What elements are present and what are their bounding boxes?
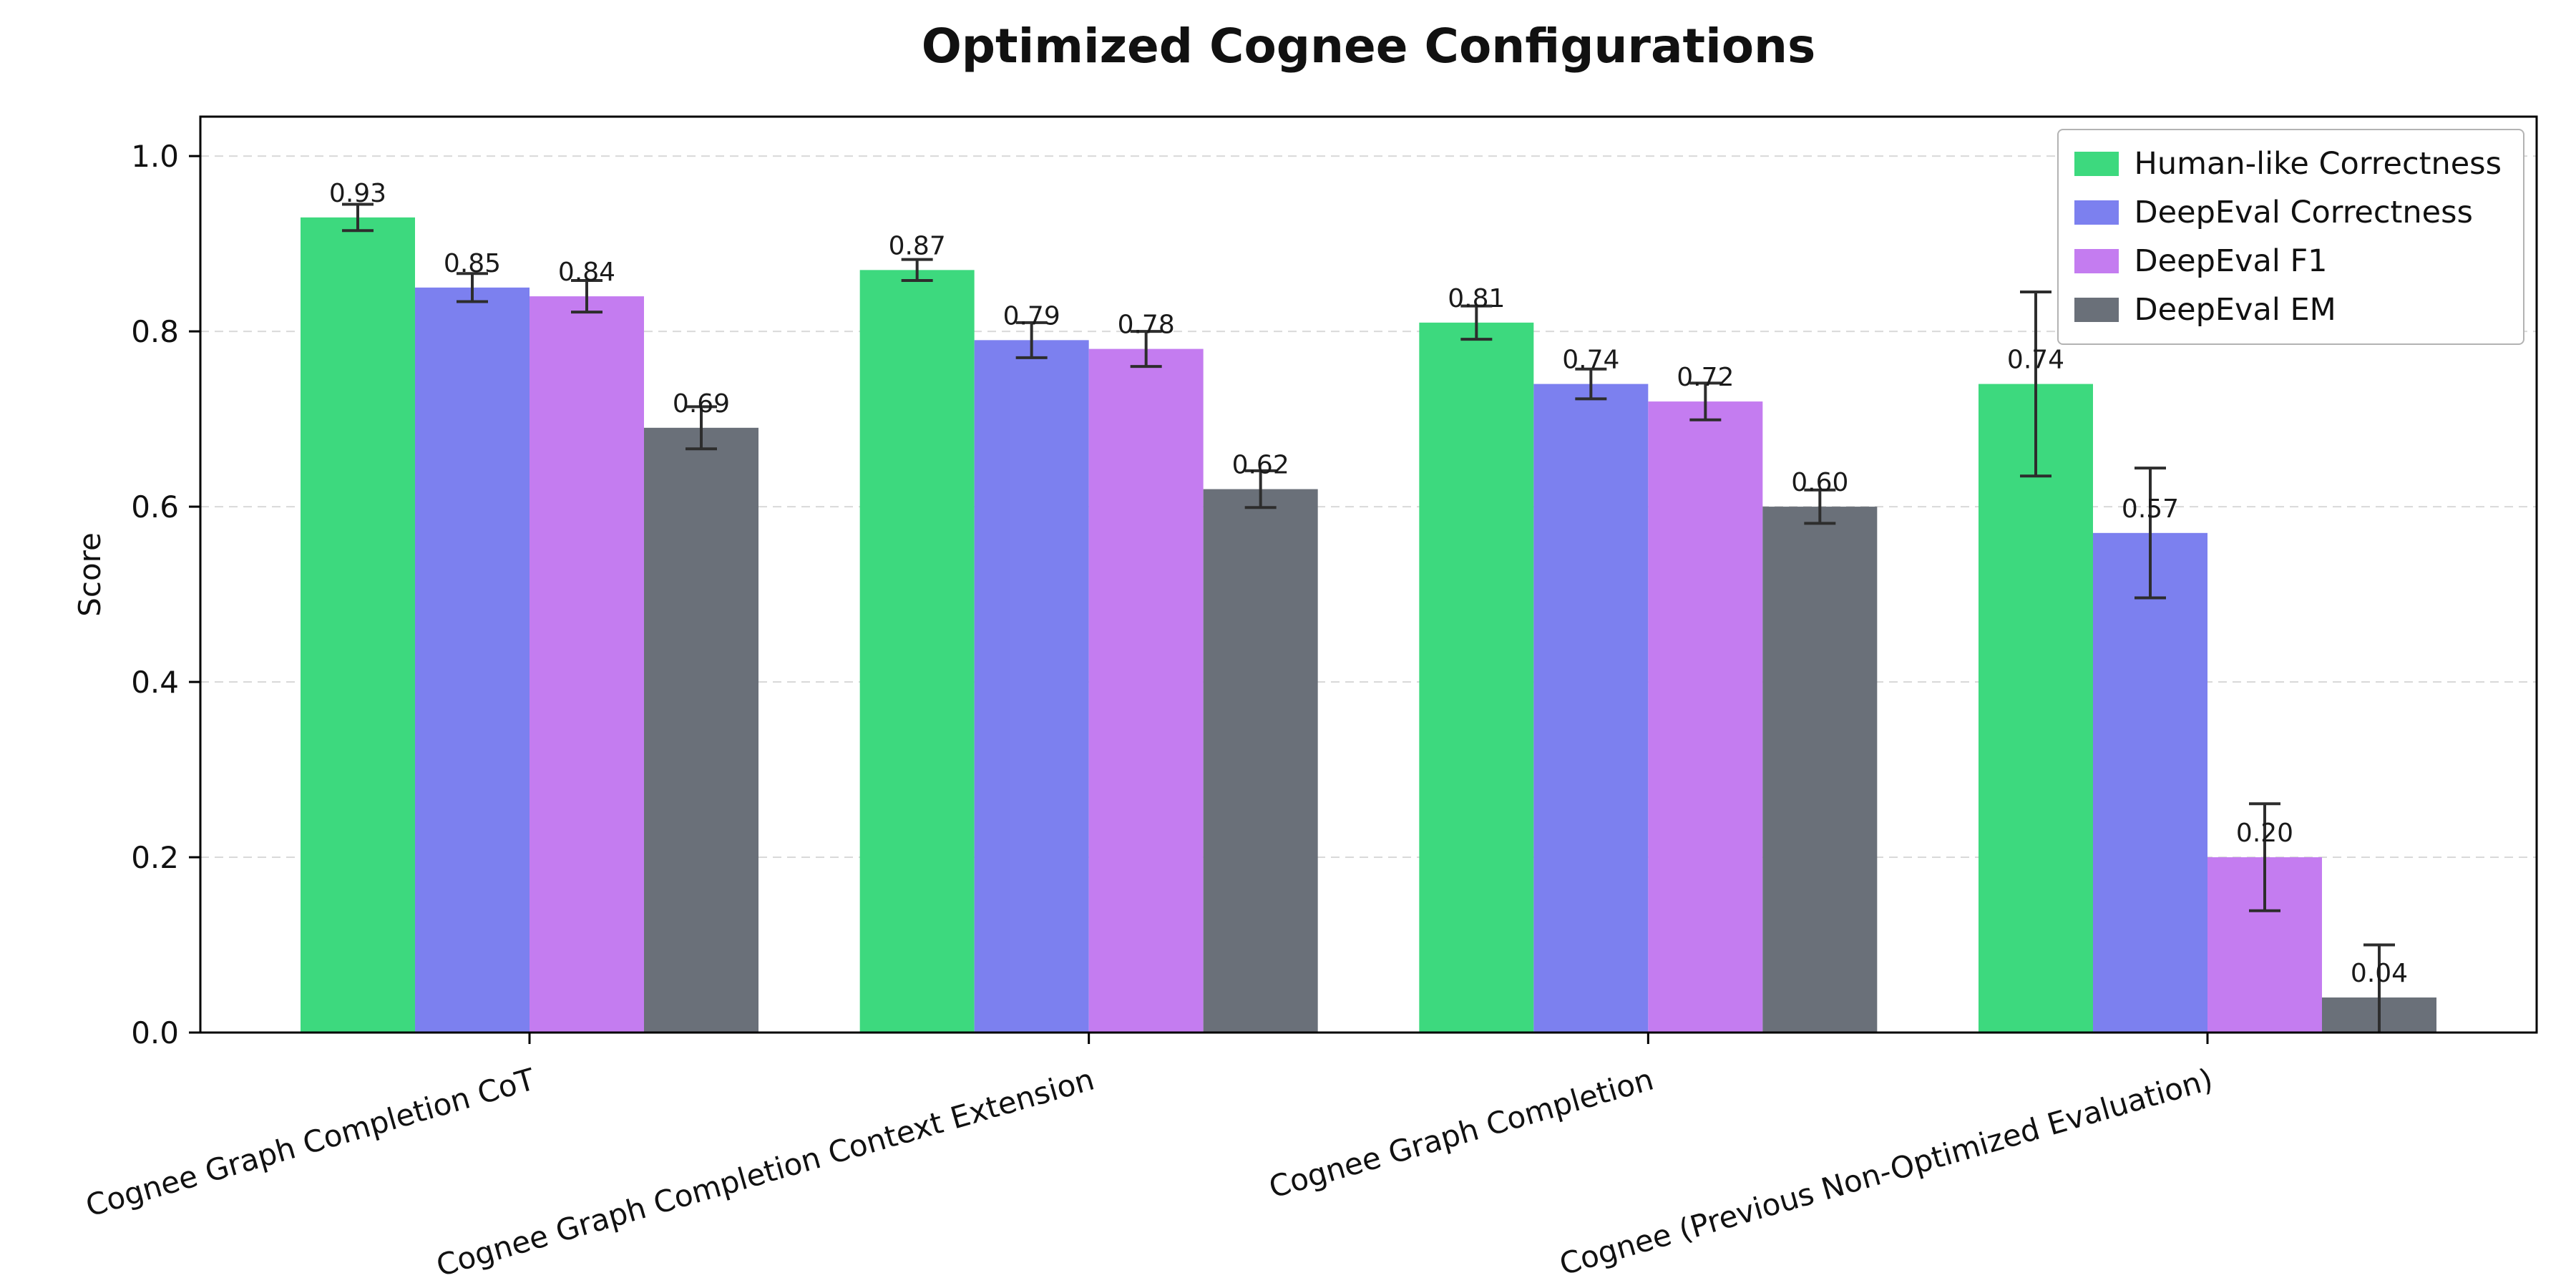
- bar: [301, 217, 415, 1033]
- legend-item: DeepEval F1: [2074, 240, 2502, 282]
- bar: [1088, 348, 1204, 1033]
- bar: [644, 427, 758, 1033]
- bar-value-label: 0.60: [1791, 468, 1848, 497]
- bar: [2093, 532, 2207, 1033]
- legend-label: DeepEval F1: [2134, 243, 2328, 279]
- legend-item: DeepEval EM: [2074, 289, 2502, 331]
- bar: [1203, 489, 1318, 1033]
- bar-value-label: 0.79: [1003, 301, 1060, 331]
- bar-value-label: 0.85: [444, 249, 501, 278]
- bar-value-label: 0.69: [673, 389, 730, 419]
- bar-value-label: 0.74: [1562, 346, 1619, 375]
- bar-value-label: 0.74: [2007, 346, 2064, 375]
- chart-title: Optimized Cognee Configurations: [921, 19, 1816, 74]
- bar-value-label: 0.93: [329, 179, 386, 208]
- legend-label: DeepEval EM: [2134, 292, 2336, 328]
- y-axis-label: Score: [72, 532, 107, 617]
- legend-swatch: [2074, 298, 2119, 322]
- legend-label: Human-like Correctness: [2134, 146, 2502, 182]
- y-tick-label: 0.0: [131, 1015, 179, 1050]
- bar: [1979, 384, 2093, 1033]
- bar-value-label: 0.84: [558, 258, 615, 287]
- bar: [415, 287, 530, 1033]
- y-tick-label: 1.0: [131, 139, 179, 174]
- x-tick-label: Cognee Graph Completion CoT: [82, 1061, 539, 1223]
- bar-value-label: 0.72: [1677, 363, 1734, 392]
- bar-value-label: 0.62: [1232, 451, 1289, 480]
- bar-value-label: 0.78: [1118, 311, 1175, 340]
- y-tick-label: 0.4: [131, 665, 179, 700]
- legend-swatch: [2074, 249, 2119, 273]
- bar-value-label: 0.20: [2236, 819, 2293, 848]
- bar: [859, 270, 975, 1033]
- legend-item: Human-like Correctness: [2074, 143, 2502, 185]
- y-tick-label: 0.2: [131, 840, 179, 875]
- bar: [974, 340, 1089, 1033]
- legend-swatch: [2074, 200, 2119, 225]
- bar: [1533, 384, 1649, 1033]
- legend-swatch: [2074, 152, 2119, 176]
- bar: [1762, 507, 1878, 1033]
- axes-box: [199, 115, 2538, 1034]
- x-tick-label: Cognee Graph Completion: [1265, 1062, 1657, 1205]
- bar-value-label: 0.04: [2351, 959, 2408, 988]
- legend-item: DeepEval Correctness: [2074, 192, 2502, 233]
- bar-value-label: 0.87: [889, 231, 946, 260]
- bar-value-label: 0.81: [1448, 284, 1505, 313]
- y-tick-label: 0.6: [131, 489, 179, 525]
- bar-value-label: 0.57: [2122, 494, 2179, 524]
- legend-label: DeepEval Correctness: [2134, 195, 2473, 230]
- y-tick-label: 0.8: [131, 314, 179, 349]
- bar: [1419, 322, 1534, 1033]
- bar: [1648, 401, 1763, 1033]
- bar: [530, 296, 644, 1033]
- legend: Human-like Correctness DeepEval Correctne…: [2057, 129, 2524, 345]
